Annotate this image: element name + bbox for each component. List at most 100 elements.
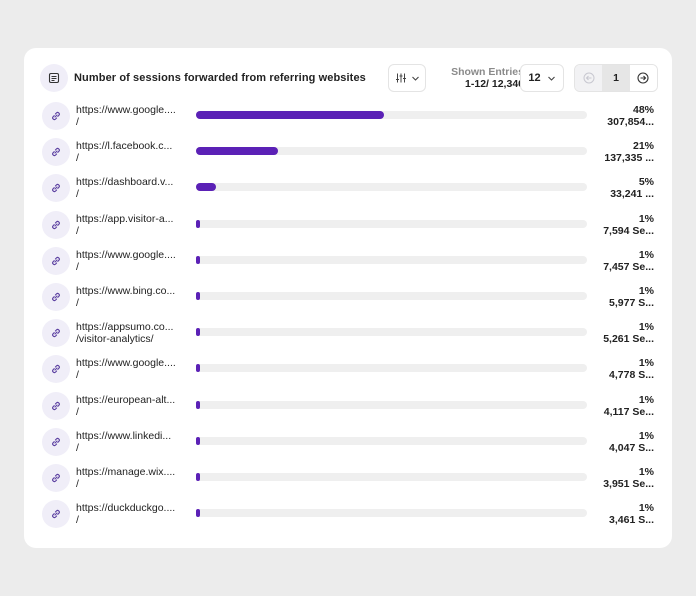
share-bar-track	[196, 328, 587, 337]
share-bar-track	[196, 472, 587, 481]
session-count: 7,594 Se...	[603, 224, 654, 237]
session-count: 33,241 ...	[610, 188, 654, 201]
share-bar-track	[196, 291, 587, 300]
session-count: 4,117 Se...	[603, 405, 654, 418]
link-icon	[42, 427, 70, 456]
link-icon	[42, 463, 70, 492]
referrer-url: https://manage.wix.... /	[76, 466, 186, 490]
session-count: 4,778 S...	[609, 369, 654, 382]
referrer-url: https://l.facebook.c... /	[76, 140, 186, 164]
share-percent: 1%	[638, 465, 654, 478]
share-percent: 1%	[638, 212, 654, 225]
card-header: Number of sessions forwarded from referr…	[40, 64, 658, 94]
arrow-right-circle-icon	[637, 72, 649, 84]
next-page-button[interactable]	[629, 65, 657, 91]
share-bar-track	[196, 111, 587, 119]
link-icon	[42, 174, 70, 203]
referrer-url-line2: /	[76, 296, 79, 309]
session-count: 137,335 ...	[604, 152, 654, 165]
referrer-url-line1: https://duckduckgo....	[76, 502, 176, 515]
link-icon	[42, 138, 70, 167]
list-item[interactable]: https://www.google.... / 48% 307,854...	[40, 100, 656, 136]
table-icon	[40, 64, 68, 92]
share-bar-fill	[196, 291, 200, 300]
referrer-stats: 1% 7,457 Se...	[598, 249, 654, 273]
share-bar-fill	[196, 183, 216, 192]
referrer-url-line2: /	[76, 477, 79, 490]
share-bar-fill	[196, 219, 200, 228]
referrer-stats: 21% 137,335 ...	[598, 140, 654, 164]
share-bar-fill	[196, 436, 200, 445]
referrer-url-line1: https://app.visitor-a...	[76, 212, 174, 225]
referrer-url-line2: /	[76, 369, 79, 382]
referrer-url-line1: https://www.linkedi...	[76, 429, 172, 442]
share-percent: 1%	[638, 429, 654, 442]
referrer-url-line2: /	[76, 260, 79, 273]
per-page-select[interactable]: 12	[520, 64, 564, 92]
share-bar-fill	[196, 147, 279, 156]
referrer-url-line1: https://manage.wix....	[76, 465, 176, 478]
referrer-url-line2: /	[76, 441, 79, 454]
shown-entries: Shown Entries 1-12/ 12,340	[436, 66, 524, 90]
share-bar-fill	[196, 328, 200, 337]
list-item[interactable]: https://app.visitor-a... / 1% 7,594 Se..…	[40, 209, 656, 245]
list-item[interactable]: https://www.bing.co... / 1% 5,977 S...	[40, 281, 656, 317]
referrer-url-line1: https://l.facebook.c...	[76, 140, 173, 153]
link-icon	[42, 246, 70, 275]
session-count: 5,977 S...	[609, 296, 654, 309]
share-percent: 1%	[638, 502, 654, 515]
list-item[interactable]: https://manage.wix.... / 1% 3,951 Se...	[40, 462, 656, 498]
referrer-url-line2: /	[76, 188, 79, 201]
list-item[interactable]: https://dashboard.v... / 5% 33,241 ...	[40, 172, 656, 208]
referrer-stats: 1% 5,261 Se...	[598, 321, 654, 345]
list-item[interactable]: https://www.google.... / 1% 4,778 S...	[40, 353, 656, 389]
referrer-stats: 1% 3,461 S...	[598, 502, 654, 526]
list-item[interactable]: https://european-alt... / 1% 4,117 Se...	[40, 390, 656, 426]
link-icon	[42, 319, 70, 348]
current-page[interactable]: 1	[602, 65, 630, 91]
share-percent: 1%	[638, 284, 654, 297]
referrer-stats: 1% 7,594 Se...	[598, 213, 654, 237]
share-bar-fill	[196, 255, 200, 264]
referrer-url-line2: /visitor-analytics/	[76, 333, 154, 346]
referrer-url-line1: https://www.google....	[76, 248, 176, 261]
referrer-url: https://duckduckgo.... /	[76, 502, 186, 526]
share-bar-track	[196, 400, 587, 409]
referrer-stats: 1% 3,951 Se...	[598, 466, 654, 490]
per-page-value: 12	[528, 72, 541, 84]
referrer-stats: 48% 307,854...	[598, 104, 654, 128]
share-percent: 1%	[638, 248, 654, 261]
referrer-url-line2: /	[76, 116, 79, 128]
referrer-url: https://www.google.... /	[76, 104, 186, 128]
chevron-down-icon	[547, 76, 555, 81]
list-item[interactable]: https://appsumo.co... /visitor-analytics…	[40, 317, 656, 353]
shown-entries-label: Shown Entries	[451, 66, 524, 78]
share-bar-track	[196, 183, 587, 192]
list-item[interactable]: https://www.google.... / 1% 7,457 Se...	[40, 245, 656, 281]
session-count: 3,461 S...	[609, 514, 654, 527]
referrer-url-line1: https://www.google....	[76, 104, 176, 116]
share-bar-fill	[196, 509, 200, 518]
list-item[interactable]: https://duckduckgo.... / 1% 3,461 S...	[40, 498, 656, 534]
filter-button[interactable]	[388, 64, 426, 92]
referrer-url: https://www.google.... /	[76, 357, 186, 381]
share-percent: 5%	[638, 176, 654, 189]
session-count: 4,047 S...	[609, 441, 654, 454]
chevron-down-icon	[411, 76, 419, 81]
list-item[interactable]: https://www.linkedi... / 1% 4,047 S...	[40, 426, 656, 462]
referrer-url-line1: https://www.bing.co...	[76, 284, 176, 297]
prev-page-button[interactable]	[575, 65, 603, 91]
referrer-url-line2: /	[76, 514, 79, 527]
referrer-url: https://european-alt... /	[76, 394, 186, 418]
share-bar-track	[196, 219, 587, 228]
session-count: 7,457 Se...	[603, 260, 654, 273]
arrow-left-circle-icon	[583, 72, 595, 84]
referrer-url: https://app.visitor-a... /	[76, 213, 186, 237]
referrer-url: https://dashboard.v... /	[76, 176, 186, 200]
share-bar-track	[196, 147, 587, 156]
share-bar-track	[196, 509, 587, 518]
referrer-url: https://www.google.... /	[76, 249, 186, 273]
list-item[interactable]: https://l.facebook.c... / 21% 137,335 ..…	[40, 136, 656, 172]
referrer-url: https://www.bing.co... /	[76, 285, 186, 309]
referrer-url-line1: https://european-alt...	[76, 393, 176, 406]
